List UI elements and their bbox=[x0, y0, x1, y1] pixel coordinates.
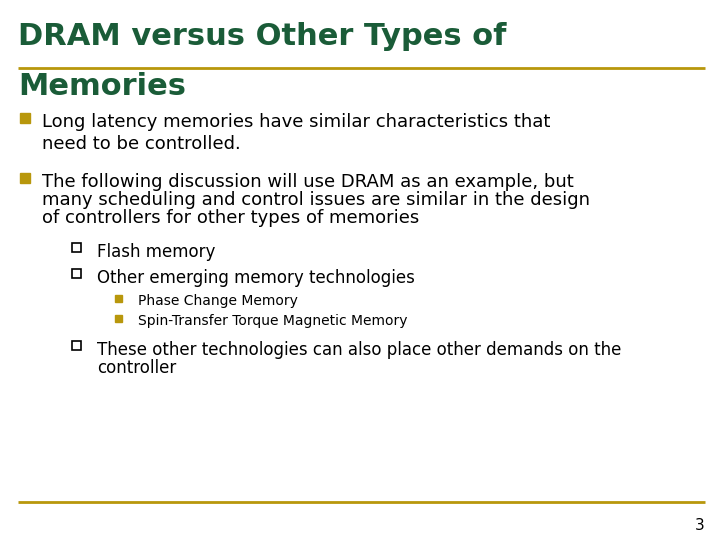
Text: of controllers for other types of memories: of controllers for other types of memori… bbox=[42, 209, 419, 227]
Text: Phase Change Memory: Phase Change Memory bbox=[138, 294, 298, 308]
Text: need to be controlled.: need to be controlled. bbox=[42, 135, 240, 153]
Bar bbox=[72, 243, 81, 252]
Text: The following discussion will use DRAM as an example, but: The following discussion will use DRAM a… bbox=[42, 173, 574, 191]
Bar bbox=[72, 341, 81, 350]
Text: 3: 3 bbox=[696, 518, 705, 533]
Bar bbox=[72, 269, 81, 278]
Text: Flash memory: Flash memory bbox=[97, 243, 215, 261]
Text: Spin-Transfer Torque Magnetic Memory: Spin-Transfer Torque Magnetic Memory bbox=[138, 314, 408, 328]
Bar bbox=[115, 294, 122, 302]
Text: controller: controller bbox=[97, 359, 176, 377]
Text: These other technologies can also place other demands on the: These other technologies can also place … bbox=[97, 341, 621, 359]
Text: Memories: Memories bbox=[18, 72, 186, 101]
Text: many scheduling and control issues are similar in the design: many scheduling and control issues are s… bbox=[42, 191, 590, 209]
Text: Other emerging memory technologies: Other emerging memory technologies bbox=[97, 269, 415, 287]
Bar bbox=[20, 113, 30, 123]
Bar bbox=[20, 173, 30, 183]
Text: DRAM versus Other Types of: DRAM versus Other Types of bbox=[18, 22, 506, 51]
Bar bbox=[115, 314, 122, 322]
Text: Long latency memories have similar characteristics that: Long latency memories have similar chara… bbox=[42, 113, 550, 131]
